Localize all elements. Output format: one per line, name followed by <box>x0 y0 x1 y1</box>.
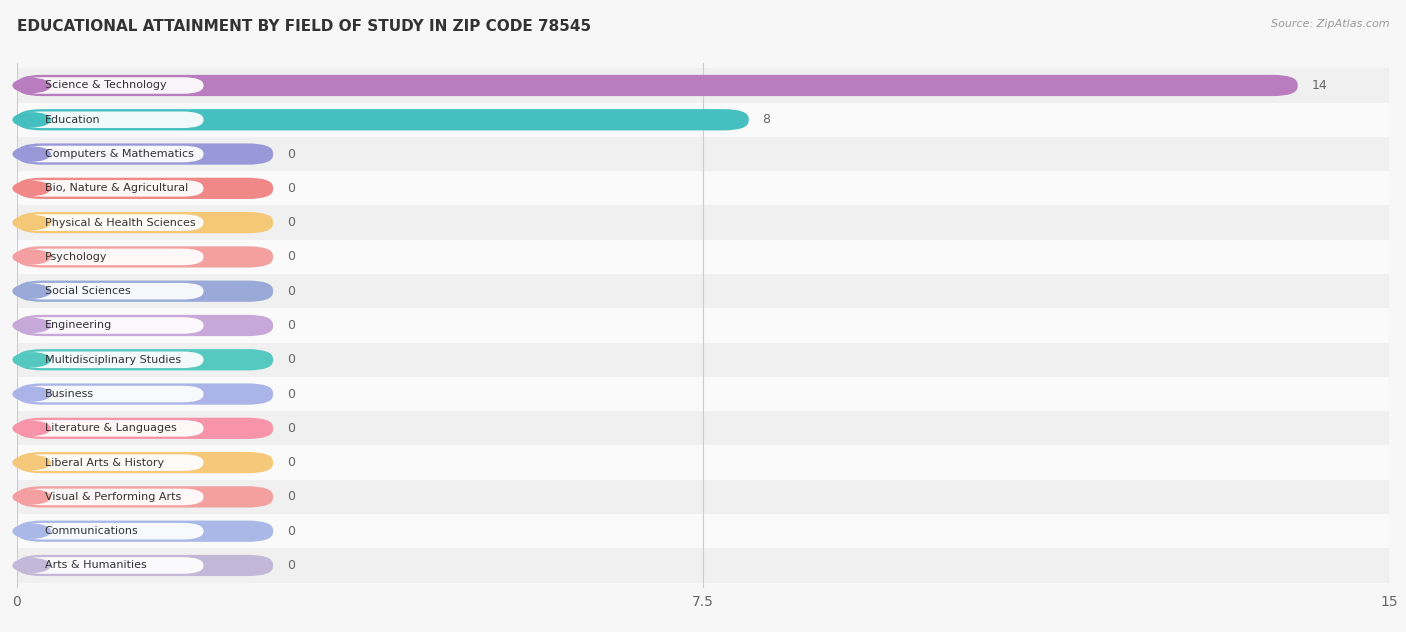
Bar <box>17 137 1389 171</box>
FancyBboxPatch shape <box>21 420 204 437</box>
Circle shape <box>13 524 51 538</box>
FancyBboxPatch shape <box>21 111 204 128</box>
Bar <box>17 411 1389 446</box>
Text: Multidisciplinary Studies: Multidisciplinary Studies <box>45 355 181 365</box>
Bar <box>17 514 1389 549</box>
Text: Visual & Performing Arts: Visual & Performing Arts <box>45 492 181 502</box>
Bar <box>17 274 1389 308</box>
Bar <box>17 308 1389 343</box>
Text: Communications: Communications <box>45 526 138 536</box>
Text: Arts & Humanities: Arts & Humanities <box>45 561 146 571</box>
Text: Business: Business <box>45 389 94 399</box>
Circle shape <box>13 559 51 573</box>
Bar <box>17 480 1389 514</box>
FancyBboxPatch shape <box>17 212 273 233</box>
Text: Education: Education <box>45 115 100 125</box>
Text: Computers & Mathematics: Computers & Mathematics <box>45 149 194 159</box>
Circle shape <box>13 181 51 195</box>
FancyBboxPatch shape <box>21 351 204 368</box>
Bar <box>17 205 1389 240</box>
Text: 0: 0 <box>287 147 295 161</box>
Circle shape <box>13 78 51 92</box>
FancyBboxPatch shape <box>21 557 204 574</box>
FancyBboxPatch shape <box>17 521 273 542</box>
FancyBboxPatch shape <box>17 143 273 165</box>
Text: 0: 0 <box>287 525 295 538</box>
FancyBboxPatch shape <box>17 486 273 507</box>
Circle shape <box>13 490 51 504</box>
Text: Source: ZipAtlas.com: Source: ZipAtlas.com <box>1271 19 1389 29</box>
Text: 0: 0 <box>287 490 295 504</box>
Text: 0: 0 <box>287 319 295 332</box>
Bar <box>17 377 1389 411</box>
Circle shape <box>13 112 51 127</box>
Text: Psychology: Psychology <box>45 252 107 262</box>
Circle shape <box>13 422 51 435</box>
FancyBboxPatch shape <box>21 180 204 197</box>
FancyBboxPatch shape <box>21 77 204 94</box>
Circle shape <box>13 250 51 264</box>
Text: Physical & Health Sciences: Physical & Health Sciences <box>45 217 195 228</box>
Text: 0: 0 <box>287 422 295 435</box>
Text: 0: 0 <box>287 559 295 572</box>
FancyBboxPatch shape <box>17 315 273 336</box>
Bar <box>17 549 1389 583</box>
FancyBboxPatch shape <box>17 555 273 576</box>
FancyBboxPatch shape <box>17 109 749 130</box>
Circle shape <box>13 319 51 332</box>
Circle shape <box>13 353 51 367</box>
Text: 8: 8 <box>762 113 770 126</box>
Bar <box>17 68 1389 102</box>
Text: 0: 0 <box>287 182 295 195</box>
Bar <box>17 102 1389 137</box>
FancyBboxPatch shape <box>17 418 273 439</box>
FancyBboxPatch shape <box>21 214 204 231</box>
FancyBboxPatch shape <box>21 523 204 540</box>
FancyBboxPatch shape <box>21 489 204 505</box>
FancyBboxPatch shape <box>17 452 273 473</box>
Circle shape <box>13 147 51 161</box>
Text: EDUCATIONAL ATTAINMENT BY FIELD OF STUDY IN ZIP CODE 78545: EDUCATIONAL ATTAINMENT BY FIELD OF STUDY… <box>17 19 591 34</box>
Bar <box>17 240 1389 274</box>
Circle shape <box>13 284 51 298</box>
FancyBboxPatch shape <box>21 283 204 300</box>
Text: Science & Technology: Science & Technology <box>45 80 166 90</box>
Text: Social Sciences: Social Sciences <box>45 286 131 296</box>
Bar <box>17 343 1389 377</box>
Text: Engineering: Engineering <box>45 320 112 331</box>
FancyBboxPatch shape <box>21 146 204 162</box>
Text: 0: 0 <box>287 250 295 264</box>
FancyBboxPatch shape <box>21 454 204 471</box>
FancyBboxPatch shape <box>21 248 204 265</box>
Bar <box>17 446 1389 480</box>
Text: 0: 0 <box>287 216 295 229</box>
FancyBboxPatch shape <box>17 384 273 404</box>
FancyBboxPatch shape <box>21 317 204 334</box>
Text: 14: 14 <box>1312 79 1327 92</box>
Bar <box>17 171 1389 205</box>
Text: 0: 0 <box>287 456 295 469</box>
Circle shape <box>13 216 51 229</box>
FancyBboxPatch shape <box>17 349 273 370</box>
FancyBboxPatch shape <box>17 281 273 302</box>
Text: Liberal Arts & History: Liberal Arts & History <box>45 458 165 468</box>
Text: Bio, Nature & Agricultural: Bio, Nature & Agricultural <box>45 183 188 193</box>
Circle shape <box>13 387 51 401</box>
FancyBboxPatch shape <box>17 75 1298 96</box>
Text: 0: 0 <box>287 353 295 367</box>
Text: Literature & Languages: Literature & Languages <box>45 423 176 434</box>
FancyBboxPatch shape <box>17 178 273 199</box>
Circle shape <box>13 456 51 470</box>
Text: 0: 0 <box>287 387 295 401</box>
FancyBboxPatch shape <box>21 386 204 403</box>
Text: 0: 0 <box>287 284 295 298</box>
FancyBboxPatch shape <box>17 246 273 267</box>
